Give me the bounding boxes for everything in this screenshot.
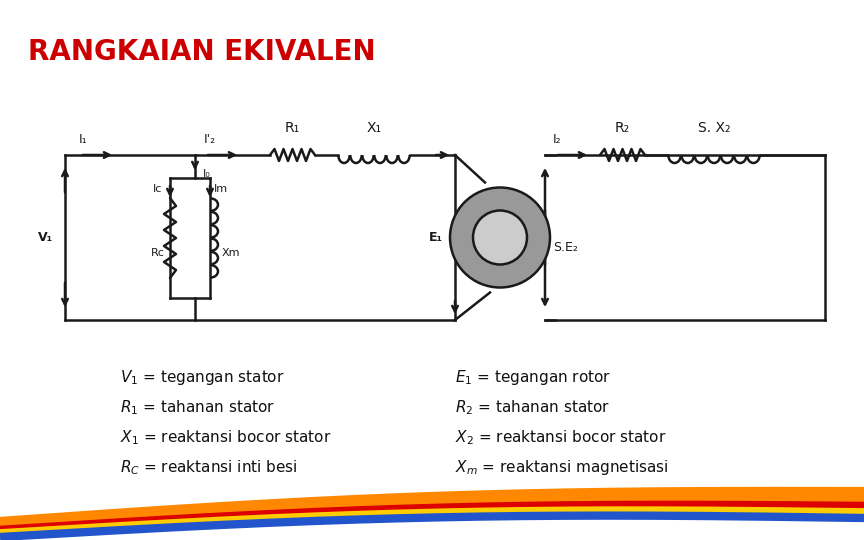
Text: $X_1$ = reaktansi bocor stator: $X_1$ = reaktansi bocor stator [120,428,332,447]
Text: $E_1$ = tegangan rotor: $E_1$ = tegangan rotor [455,368,611,387]
Text: I'₂: I'₂ [204,133,216,146]
Text: R₂: R₂ [615,121,630,135]
Text: $R_1$ = tahanan stator: $R_1$ = tahanan stator [120,398,275,417]
Text: Rc: Rc [151,248,165,258]
Text: $X_2$ = reaktansi bocor stator: $X_2$ = reaktansi bocor stator [455,428,666,447]
Text: $R_C$ = reaktansi inti besi: $R_C$ = reaktansi inti besi [120,458,297,477]
Text: S. X₂: S. X₂ [698,121,730,135]
Circle shape [450,187,550,287]
Text: Ic: Ic [153,184,162,194]
Text: R₁: R₁ [285,121,300,135]
Text: I₂: I₂ [553,133,562,146]
Text: I₁: I₁ [79,133,87,146]
Text: S.E₂: S.E₂ [553,241,578,254]
Text: $V_1$ = tegangan stator: $V_1$ = tegangan stator [120,368,284,387]
Text: E₁: E₁ [429,231,443,244]
Text: I₀: I₀ [203,169,211,179]
Text: $X_m$ = reaktansi magnetisasi: $X_m$ = reaktansi magnetisasi [455,458,669,477]
Text: Xm: Xm [222,248,240,258]
Text: V₁: V₁ [37,231,53,244]
Text: RANGKAIAN EKIVALEN: RANGKAIAN EKIVALEN [28,38,376,66]
Text: X₁: X₁ [366,121,382,135]
Text: $R_2$ = tahanan stator: $R_2$ = tahanan stator [455,398,610,417]
Circle shape [473,211,527,265]
Text: Im: Im [214,184,228,194]
